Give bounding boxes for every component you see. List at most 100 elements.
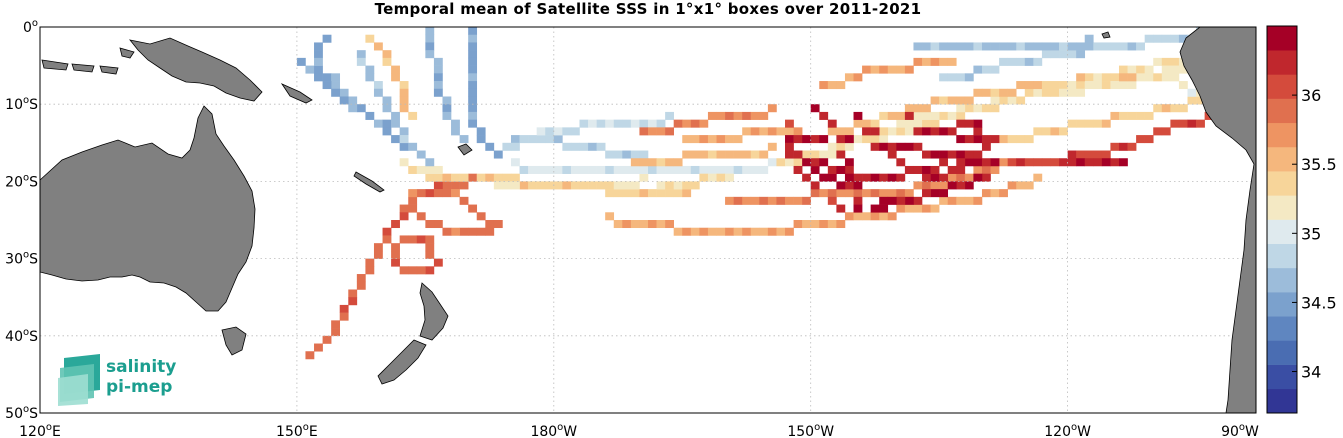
sss-cell bbox=[1059, 50, 1068, 59]
sss-cell bbox=[1041, 42, 1051, 51]
sss-cell bbox=[1118, 111, 1128, 120]
sss-cell bbox=[930, 119, 940, 128]
sss-cell bbox=[930, 42, 940, 51]
sss-cell bbox=[956, 150, 966, 159]
sss-cell bbox=[682, 189, 692, 198]
sss-cell bbox=[879, 111, 889, 120]
sss-cell bbox=[725, 165, 734, 174]
sss-cell bbox=[408, 165, 418, 174]
sss-cell bbox=[468, 27, 478, 28]
sss-cell bbox=[1170, 34, 1180, 43]
sss-cell bbox=[639, 119, 649, 128]
sss-cell bbox=[391, 119, 400, 128]
sss-cell bbox=[990, 158, 1000, 167]
sss-cell bbox=[1007, 181, 1017, 190]
sss-cell bbox=[939, 150, 949, 159]
sss-cell bbox=[322, 73, 332, 82]
sss-cell bbox=[408, 204, 418, 213]
sss-cell bbox=[425, 27, 435, 28]
sss-cell bbox=[939, 158, 949, 167]
sss-cell bbox=[399, 81, 409, 90]
sss-cell bbox=[956, 42, 966, 51]
sss-cell bbox=[1118, 42, 1128, 51]
sss-cell bbox=[622, 181, 632, 190]
sss-cell bbox=[468, 50, 478, 59]
sss-cell bbox=[322, 81, 332, 90]
sss-cell bbox=[613, 119, 623, 128]
sss-cell bbox=[862, 119, 871, 128]
sss-cell bbox=[1033, 158, 1043, 167]
sss-cell bbox=[356, 274, 366, 283]
sss-cell bbox=[819, 111, 829, 120]
sss-cell bbox=[904, 65, 914, 74]
sss-cell bbox=[296, 57, 306, 66]
sss-cell bbox=[656, 220, 666, 229]
sss-cell bbox=[305, 65, 315, 74]
sss-cell bbox=[570, 127, 580, 136]
sss-cell bbox=[1136, 42, 1145, 51]
sss-cell bbox=[1153, 34, 1163, 43]
sss-cell bbox=[990, 42, 1000, 51]
sss-cell bbox=[648, 127, 657, 136]
sss-cell bbox=[690, 135, 700, 144]
sss-cell bbox=[844, 142, 854, 151]
sss-cell bbox=[442, 111, 452, 120]
sss-cell bbox=[870, 127, 880, 136]
sss-cell bbox=[999, 42, 1008, 51]
sss-cell bbox=[964, 104, 974, 113]
sss-cell bbox=[819, 173, 829, 182]
sss-cell bbox=[939, 57, 949, 66]
sss-cell bbox=[579, 142, 589, 151]
sss-cell bbox=[870, 189, 880, 198]
sss-cell bbox=[510, 181, 520, 190]
sss-cell bbox=[707, 150, 717, 159]
sss-cell bbox=[656, 181, 666, 190]
sss-cell bbox=[707, 227, 717, 236]
sss-cell bbox=[836, 142, 846, 151]
sss-cell bbox=[399, 204, 409, 213]
sss-cell bbox=[1059, 42, 1068, 51]
sss-cell bbox=[767, 158, 777, 167]
sss-cell bbox=[810, 165, 820, 174]
sss-cell bbox=[1024, 81, 1034, 90]
colorbar-segment bbox=[1267, 219, 1297, 244]
sss-cell bbox=[887, 150, 897, 159]
sss-cell bbox=[322, 335, 332, 344]
sss-cell bbox=[870, 204, 880, 213]
sss-cell bbox=[1033, 88, 1043, 97]
sss-cell bbox=[1076, 81, 1086, 90]
sss-cell bbox=[1024, 135, 1034, 144]
sss-cell bbox=[425, 42, 435, 51]
sss-cell bbox=[570, 142, 580, 151]
sss-cell bbox=[536, 127, 546, 136]
sss-cell bbox=[605, 189, 615, 198]
sss-cell bbox=[707, 173, 717, 182]
colorbar-segment bbox=[1267, 171, 1297, 196]
sss-cell bbox=[682, 165, 692, 174]
sss-cell bbox=[879, 189, 889, 198]
sss-cell bbox=[767, 127, 777, 136]
sss-cell bbox=[776, 158, 786, 167]
sss-cell bbox=[510, 158, 520, 167]
sss-cell bbox=[922, 181, 931, 190]
colorbar-segment bbox=[1267, 50, 1297, 75]
map-title: Temporal mean of Satellite SSS in 1°x1° … bbox=[374, 0, 922, 18]
sss-cell bbox=[365, 111, 375, 120]
sss-cell bbox=[870, 119, 880, 128]
new-zealand-south-land bbox=[377, 339, 427, 385]
sss-cell bbox=[853, 135, 863, 144]
colorbar-segment bbox=[1267, 364, 1297, 390]
sss-cell bbox=[425, 235, 435, 244]
x-tick-label: 150oW bbox=[787, 422, 834, 438]
sss-cell bbox=[682, 135, 692, 144]
sss-cell bbox=[502, 173, 512, 182]
sss-cell bbox=[399, 142, 409, 151]
sss-cell bbox=[827, 142, 837, 151]
sss-cell bbox=[1170, 65, 1180, 74]
sss-cell bbox=[1187, 96, 1197, 105]
sss-cell bbox=[630, 165, 640, 174]
sss-cell bbox=[887, 196, 897, 205]
sss-cell bbox=[1170, 73, 1180, 82]
x-tick-label: 120oW bbox=[1044, 422, 1091, 438]
sss-cell bbox=[1016, 57, 1026, 66]
